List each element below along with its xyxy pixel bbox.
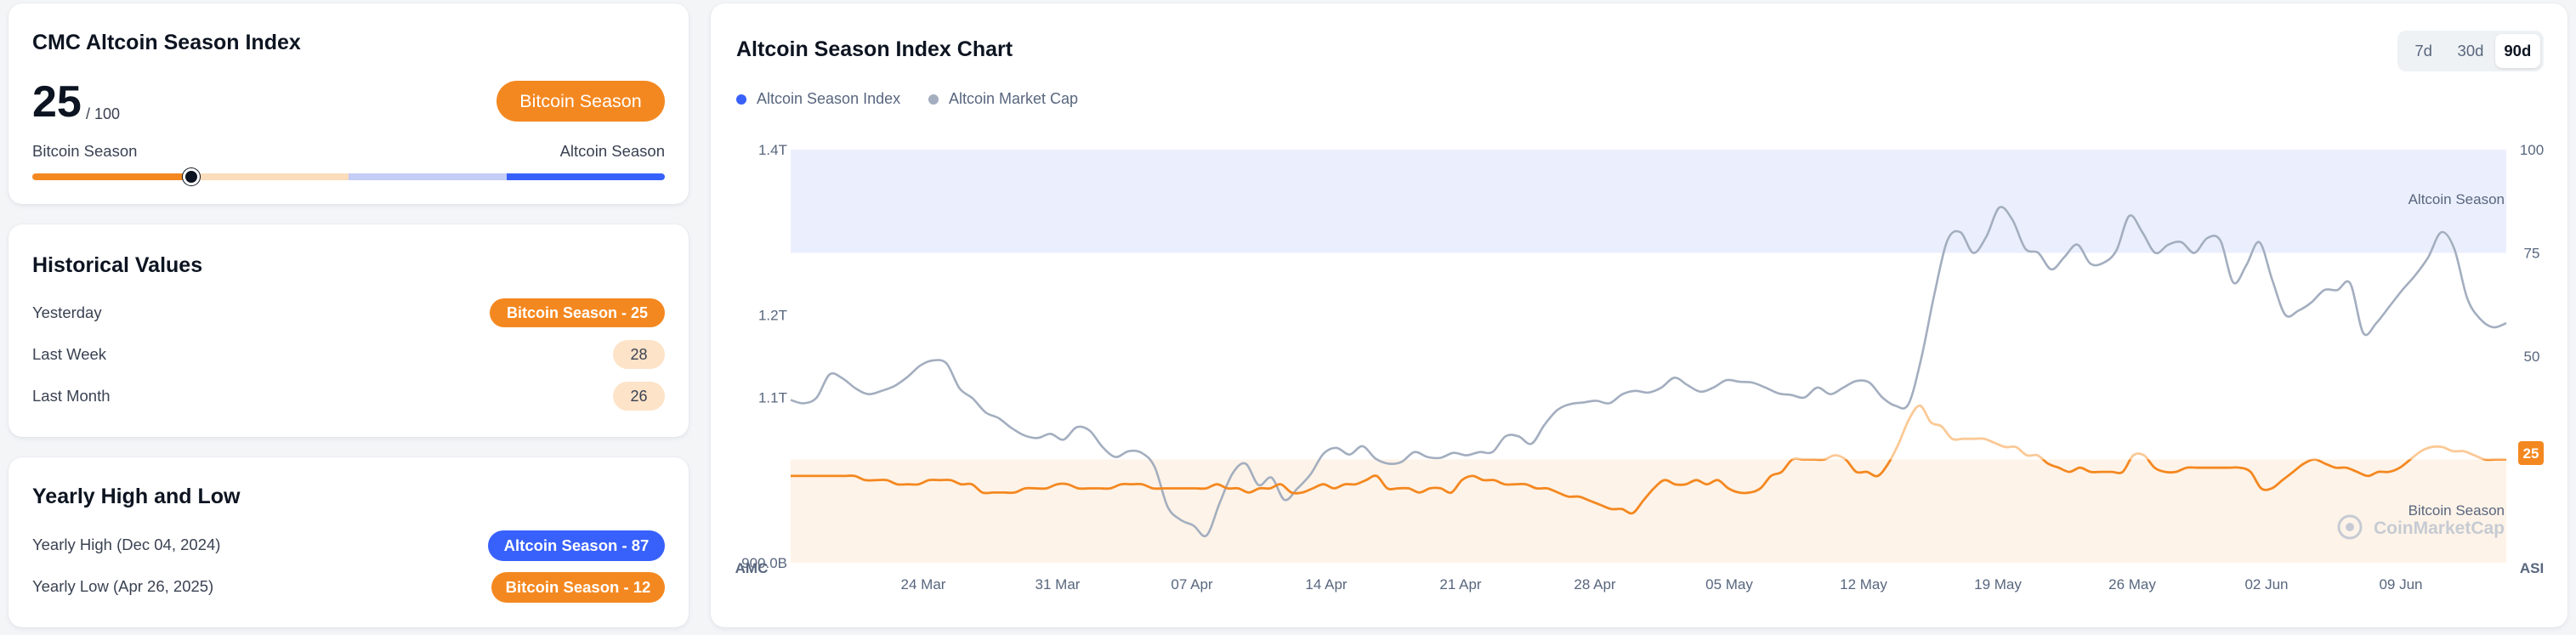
altcoin-season-index-card: CMC Altcoin Season Index 25 / 100 Bitcoi… [9,3,689,204]
right-axis-title: ASI [2520,560,2544,576]
altcoin-season-zone [791,150,2506,253]
card-title: CMC Altcoin Season Index [32,31,301,54]
legend-label: Altcoin Market Cap [949,90,1079,107]
history-value-last-month: 26 [613,382,665,411]
altcoin-market-cap-line [790,206,2507,538]
gauge-segment-bitcoin-strong [32,173,190,180]
current-season-badge: Bitcoin Season [496,81,665,122]
x-axis-tick-label: 31 Mar [1036,576,1081,592]
chart-title: Altcoin Season Index Chart [736,37,1013,61]
x-axis-tick-label: 28 Apr [1574,576,1615,592]
history-value-yesterday: Bitcoin Season - 25 [490,298,665,327]
card-title: Historical Values [32,253,203,277]
right-axis-tick-label: 75 [2524,246,2540,262]
current-value-badge [2518,441,2544,465]
x-axis-tick-label: 24 Mar [901,576,946,592]
current-value-badge-text: 25 [2523,445,2539,462]
altcoin-season-index-line [791,459,2506,515]
altcoin-season-zone-label: Altcoin Season [2409,191,2505,207]
gauge-indicator [183,168,200,185]
left-axis-tick-label: 1.1T [758,390,787,406]
x-axis-tick-label: 09 Jun [2379,576,2422,592]
x-axis-tick-label: 19 May [1974,576,2022,592]
bitcoin-season-zone-label: Bitcoin Season [2409,502,2505,519]
left-axis-tick-label: 1.2T [758,307,787,323]
yearly-high-label: Yearly High (Dec 04, 2024) [32,536,221,553]
legend-label: Altcoin Season Index [757,90,901,107]
left-axis-tick-label: 900.0B [741,555,787,571]
history-label-last-month: Last Month [32,387,111,405]
right-axis-tick-label: 50 [2524,349,2540,365]
left-axis-title: AMC [735,560,769,576]
x-axis-tick-label: 14 Apr [1305,576,1347,592]
history-label-yesterday: Yesterday [32,303,102,321]
card-title: Yearly High and Low [32,485,241,508]
legend-altcoin-season-index[interactable]: Altcoin Season Index [736,90,900,108]
season-index-chart[interactable]: 900.0B 1.1T 1.2T 1.4T 25 50 75 100 24 Mar 31 Ma… [711,3,2567,627]
x-axis-tick-label: 12 May [1840,576,1887,592]
yearly-low-label: Yearly Low (Apr 26, 2025) [32,577,214,595]
bitcoin-season-zone [791,459,2506,563]
season-index-chart-card: Altcoin Season Index Chart 7d 30d 90d Al… [711,3,2567,627]
score-denominator: / 100 [86,105,121,122]
x-axis-tick-label: 26 May [2108,576,2156,592]
left-axis-tick-label: 1.4T [758,142,787,158]
gauge-right-label: Altcoin Season [559,142,665,160]
x-axis-tick-label: 02 Jun [2244,576,2288,592]
coinmarketcap-logo-icon [2337,514,2363,540]
historical-values-card: Historical Values Yesterday Bitcoin Seas… [9,224,689,437]
yearly-high-value: Altcoin Season - 87 [488,530,665,561]
gauge-segment-altcoin-strong [507,173,665,180]
history-value-last-week: 28 [613,340,665,369]
legend-dot-icon [928,94,939,105]
range-30d-button[interactable]: 30d [2457,42,2484,60]
watermark-text: CoinMarketCap [2374,519,2505,538]
history-label-last-week: Last Week [32,345,107,363]
gauge-segment-bitcoin-weak [190,173,349,180]
current-score: 25 [32,77,82,127]
legend-dot-icon [736,94,746,105]
right-axis-tick-label: 100 [2520,142,2544,158]
legend-altcoin-market-cap[interactable]: Altcoin Market Cap [928,90,1078,108]
gauge-left-label: Bitcoin Season [32,142,138,160]
x-axis-tick-label: 21 Apr [1439,576,1481,592]
x-axis-tick-label: 05 May [1705,576,1753,592]
x-axis-tick-label: 07 Apr [1171,576,1212,592]
gauge-segment-altcoin-weak [349,173,507,180]
yearly-low-value: Bitcoin Season - 12 [491,572,665,603]
range-7d-button[interactable]: 7d [2414,42,2432,60]
range-90d-button[interactable]: 90d [2494,34,2540,68]
yearly-high-low-card: Yearly High and Low Yearly High (Dec 04,… [9,457,689,627]
time-range-selector: 7d 30d 90d [2397,31,2544,71]
